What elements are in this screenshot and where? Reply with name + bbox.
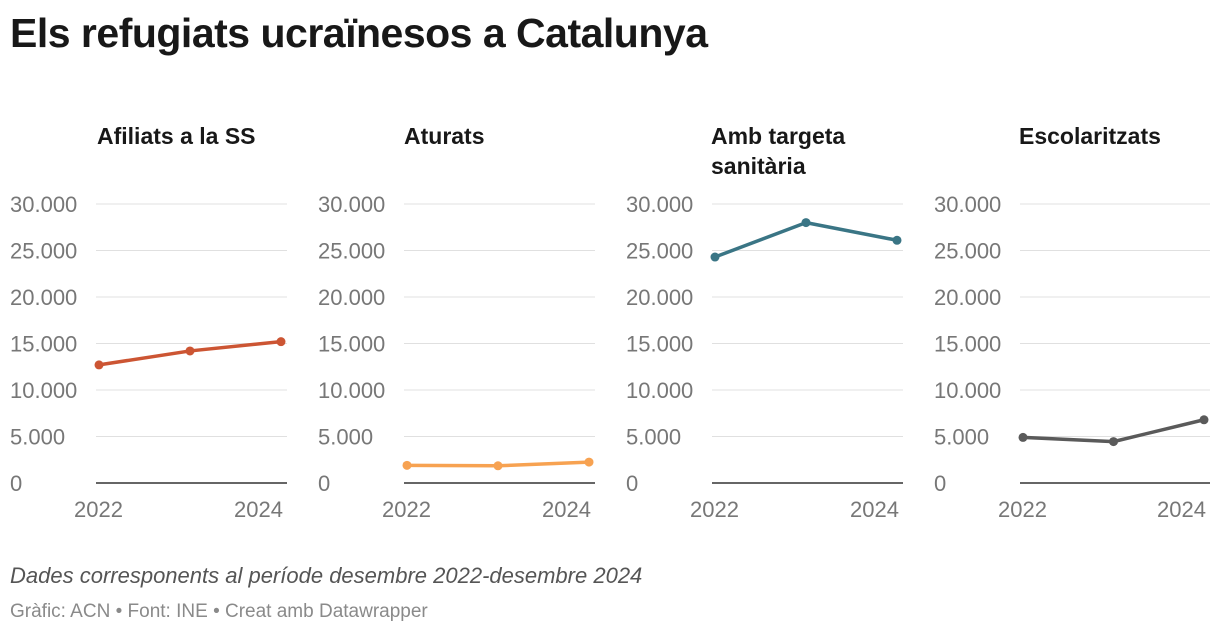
y-tick-label: 30.000 bbox=[10, 192, 77, 217]
y-tick-label: 25.000 bbox=[10, 239, 77, 264]
credit-source: Font: INE bbox=[127, 601, 208, 622]
credit-tool[interactable]: Creat amb Datawrapper bbox=[225, 601, 428, 622]
data-point bbox=[801, 218, 811, 228]
x-tick-label: 2024 bbox=[1157, 497, 1206, 522]
y-tick-label: 15.000 bbox=[318, 332, 385, 357]
credit-separator: • bbox=[213, 601, 220, 622]
panel-title-aturats: Aturats bbox=[404, 123, 485, 149]
y-tick-label: 5.000 bbox=[934, 425, 989, 450]
y-tick-label: 15.000 bbox=[934, 332, 1001, 357]
x-tick-label: 2022 bbox=[382, 497, 431, 522]
data-point bbox=[1018, 432, 1028, 442]
y-tick-label: 0 bbox=[318, 471, 330, 496]
x-tick-label: 2022 bbox=[690, 497, 739, 522]
chart-credit: Gràfic: ACN • Font: INE • Creat amb Data… bbox=[10, 601, 428, 623]
x-tick-label: 2024 bbox=[542, 497, 591, 522]
y-tick-label: 20.000 bbox=[10, 285, 77, 310]
data-point bbox=[94, 360, 104, 370]
y-tick-label: 15.000 bbox=[10, 332, 77, 357]
panel-title-escolaritzats: Escolaritzats bbox=[1019, 123, 1161, 149]
data-point bbox=[402, 460, 412, 470]
data-point bbox=[1109, 437, 1118, 447]
data-point bbox=[276, 337, 286, 347]
panel-title-targeta-sanitaria: Amb targeta sanitària bbox=[711, 123, 846, 179]
y-tick-label: 20.000 bbox=[318, 285, 385, 310]
y-tick-label: 20.000 bbox=[626, 285, 693, 310]
chart-note: Dades corresponents al període desembre … bbox=[10, 563, 643, 588]
y-tick-label: 0 bbox=[10, 471, 22, 496]
x-tick-label: 2024 bbox=[234, 497, 283, 522]
y-tick-label: 0 bbox=[934, 471, 946, 496]
data-point bbox=[892, 235, 902, 245]
series-line bbox=[713, 220, 899, 259]
y-tick-label: 25.000 bbox=[318, 239, 385, 264]
y-tick-label: 10.000 bbox=[626, 378, 693, 403]
x-tick-label: 2024 bbox=[850, 497, 899, 522]
y-tick-label: 25.000 bbox=[626, 239, 693, 264]
y-tick-label: 20.000 bbox=[934, 285, 1001, 310]
y-tick-label: 0 bbox=[626, 471, 638, 496]
credit-author: Gràfic: ACN bbox=[10, 601, 111, 622]
x-tick-label: 2022 bbox=[74, 497, 123, 522]
y-tick-label: 5.000 bbox=[10, 425, 65, 450]
y-tick-label: 10.000 bbox=[10, 378, 77, 403]
y-tick-label: 30.000 bbox=[934, 192, 1001, 217]
data-point bbox=[710, 252, 720, 262]
x-tick-label: 2022 bbox=[998, 497, 1047, 522]
panel-title-afiliats: Afiliats a la SS bbox=[97, 123, 256, 149]
y-tick-label: 10.000 bbox=[318, 378, 385, 403]
y-tick-label: 5.000 bbox=[626, 425, 681, 450]
chart-title: Els refugiats ucraïnesos a Catalunya bbox=[10, 10, 708, 56]
data-point bbox=[185, 346, 195, 356]
y-tick-label: 30.000 bbox=[318, 192, 385, 217]
data-point bbox=[493, 461, 503, 471]
y-tick-label: 25.000 bbox=[934, 239, 1001, 264]
data-point bbox=[584, 457, 594, 467]
y-tick-label: 15.000 bbox=[626, 332, 693, 357]
credit-separator: • bbox=[115, 601, 123, 622]
y-tick-label: 5.000 bbox=[318, 425, 373, 450]
y-tick-label: 30.000 bbox=[626, 192, 693, 217]
y-tick-label: 10.000 bbox=[934, 378, 1001, 403]
data-point bbox=[1199, 415, 1209, 425]
